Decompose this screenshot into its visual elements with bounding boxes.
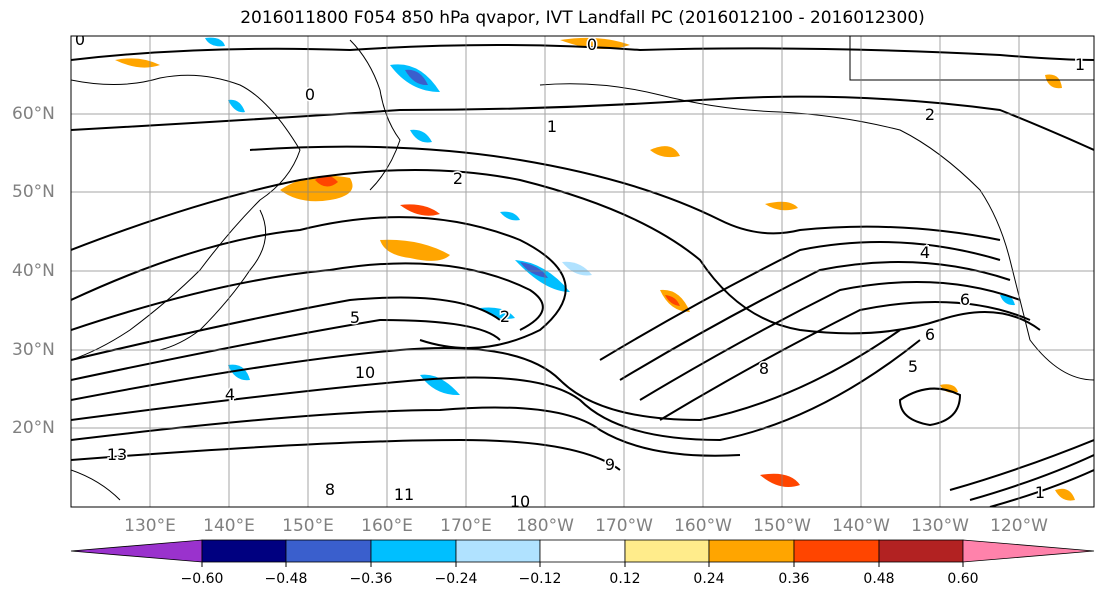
colorbar-tick-label: 0.12 <box>609 571 641 587</box>
lat-label-40n: 40°N <box>12 261 55 281</box>
contour-label: 2 <box>453 169 463 188</box>
contour-label: 1 <box>547 117 557 136</box>
contour-label: 11 <box>394 485 414 504</box>
colorbar-segment <box>962 539 1095 563</box>
lat-label-50n: 50°N <box>12 182 55 202</box>
lon-label-150e: 150°E <box>282 516 334 536</box>
colorbar-segment <box>539 539 626 563</box>
contour-label: 9 <box>605 455 615 474</box>
colorbar-tick-label: −0.36 <box>349 571 393 587</box>
colorbar-ticks <box>201 562 964 567</box>
contour-label: 0 <box>75 30 85 49</box>
lon-label-180w: 180°W <box>516 516 574 536</box>
lon-label-170e: 170°E <box>440 516 492 536</box>
colorbar-segment <box>624 539 710 563</box>
colorbar-segment <box>455 539 541 563</box>
lat-label-30n: 30°N <box>12 340 55 360</box>
contour-label: 5 <box>908 357 918 376</box>
colorbar-tick-label: −0.48 <box>264 571 308 587</box>
colorbar-tick-label: −0.24 <box>434 571 478 587</box>
contour-label: 10 <box>355 363 375 382</box>
lon-label-160e: 160°E <box>361 516 413 536</box>
lon-label-170w: 170°W <box>595 516 653 536</box>
contour-label: 4 <box>225 385 235 404</box>
map-title: 2016011800 F054 850 hPa qvapor, IVT Land… <box>240 8 925 28</box>
contour-label: 0 <box>305 85 315 104</box>
contour-label: 4 <box>920 243 930 262</box>
colorbar-segment <box>793 539 880 563</box>
lat-label-60n: 60°N <box>12 104 55 124</box>
contour-label: 2 <box>925 105 935 124</box>
contour-label: 8 <box>759 359 769 378</box>
contour-label: 6 <box>925 325 935 344</box>
lon-label-130e: 130°E <box>124 516 176 536</box>
contour-label: 0 <box>587 35 597 54</box>
colorbar-segment <box>285 539 372 563</box>
contour-label: 8 <box>325 480 335 499</box>
colorbar-tick-label: 0.36 <box>778 571 810 587</box>
qvapor-anomaly-shading <box>115 37 1075 501</box>
map-frame <box>70 35 1095 508</box>
colorbar-segment <box>70 539 203 563</box>
lon-label-120w: 120°W <box>990 516 1048 536</box>
contour-label: 10 <box>510 492 530 511</box>
lon-label-140e: 140°E <box>203 516 255 536</box>
colorbar-tick-label: −0.12 <box>518 571 562 587</box>
contour-label: 13 <box>107 445 127 464</box>
colorbar-tick-label: −0.60 <box>180 571 224 587</box>
colorbar-tick-label: 0.60 <box>947 571 979 587</box>
colorbar-tick-label: 0.48 <box>863 571 895 587</box>
colorbar-segment <box>201 539 287 563</box>
lon-label-160w: 160°W <box>674 516 732 536</box>
colorbar <box>70 539 1095 567</box>
lon-label-130w: 130°W <box>911 516 969 536</box>
colorbar-segment <box>878 539 964 563</box>
lon-label-140w: 140°W <box>832 516 890 536</box>
lat-label-20n: 20°N <box>12 418 55 438</box>
lon-label-150w: 150°W <box>753 516 811 536</box>
contour-label: 1 <box>1075 55 1085 74</box>
colorbar-tick-label: 0.24 <box>693 571 725 587</box>
contour-label: 1 <box>1035 483 1045 502</box>
colorbar-segment <box>370 539 457 563</box>
ivt-contours <box>71 44 1094 507</box>
contour-label: 6 <box>960 290 970 309</box>
contour-label: 5 <box>350 308 360 327</box>
colorbar-segments <box>70 539 1095 563</box>
contour-label: 2 <box>500 307 510 326</box>
graticule <box>71 36 1094 507</box>
colorbar-segment <box>708 539 795 563</box>
